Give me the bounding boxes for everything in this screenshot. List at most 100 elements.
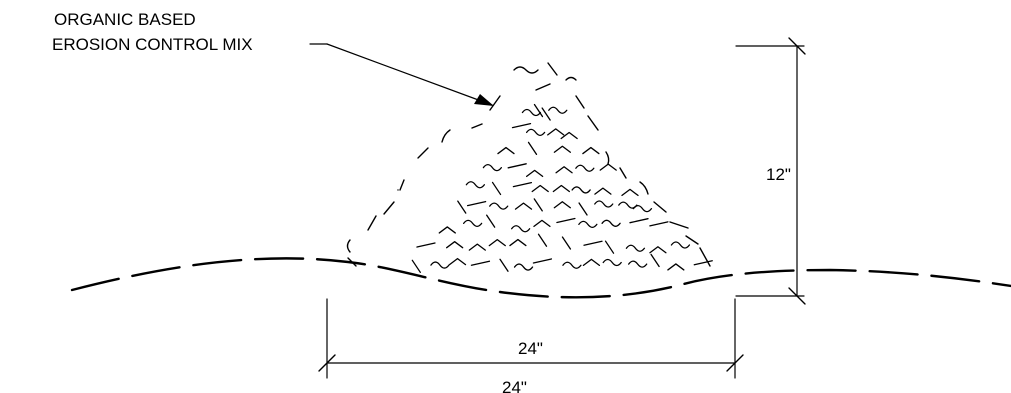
width-label-repeat: 24"	[502, 378, 527, 393]
berm-fill-mark	[599, 163, 617, 171]
berm-outline-stroke	[699, 247, 711, 267]
berm-fill-mark	[575, 164, 595, 172]
berm-outline-stroke	[489, 95, 501, 111]
berm-fill-mark	[499, 258, 509, 272]
berm-fill-mark	[512, 181, 533, 188]
berm-fill-mark	[488, 238, 506, 247]
berm-fill-mark	[491, 181, 502, 196]
berm-fill-mark	[632, 205, 653, 213]
berm-fill-mark	[513, 263, 534, 271]
berm-fill-mark	[448, 257, 467, 266]
ground-line	[70, 257, 1011, 299]
height-dimension: 12"	[735, 37, 806, 305]
berm-outline-stroke	[471, 123, 483, 129]
berm-fill-mark	[411, 259, 421, 273]
berm-fill-mark	[468, 243, 486, 251]
berm-fill-mark	[510, 225, 531, 233]
berm-outline-stroke	[575, 95, 585, 109]
berm-outline-stroke	[535, 83, 551, 91]
berm-fill-mark	[578, 220, 598, 229]
berm-fill-mark	[532, 258, 553, 264]
berm-fill-mark	[507, 163, 527, 169]
berm-fill-texture	[411, 103, 713, 273]
berm-fill-mark	[582, 146, 600, 155]
berm-fill-mark	[552, 184, 571, 193]
berm-fill-mark	[470, 260, 491, 266]
berm-outline-stroke	[513, 66, 539, 74]
berm-fill-mark	[489, 202, 509, 210]
berm-fill-mark	[438, 226, 456, 234]
berm-fill-mark	[486, 214, 496, 228]
berm-fill-mark	[553, 145, 572, 153]
berm-fill-mark	[561, 236, 572, 250]
berm-fill-mark	[521, 108, 542, 117]
berm-outline-stroke	[619, 167, 627, 179]
callout-label-line-1: ORGANIC BASED	[54, 10, 196, 29]
leader-arrowhead	[474, 94, 494, 106]
berm-fill-mark	[601, 219, 621, 227]
berm-fill-mark	[533, 198, 543, 212]
berm-outline-stroke	[669, 221, 689, 229]
berm-fill-mark	[649, 221, 669, 227]
berm-outline-stroke	[383, 201, 395, 215]
berm-outline-stroke	[347, 257, 357, 267]
berm-fill-mark	[462, 219, 483, 227]
berm-fill-mark	[555, 166, 573, 174]
berm-fill-mark	[466, 200, 487, 207]
berm-fill-mark	[553, 201, 571, 209]
berm-fill-mark	[548, 106, 568, 114]
berm-outline-stroke	[399, 179, 405, 191]
berm-fill-mark	[649, 246, 667, 254]
berm-fill-mark	[430, 261, 450, 269]
berm-fill-mark	[556, 217, 576, 224]
berm-fill-mark	[621, 188, 639, 197]
berm-fill-mark	[511, 122, 532, 129]
height-tick-bottom	[788, 287, 806, 305]
berm-fill-mark	[541, 107, 551, 121]
berm-outline-stroke	[547, 62, 558, 76]
berm-fill-mark	[604, 240, 615, 254]
berm-fill-mark	[509, 238, 527, 247]
berm-outline-stroke	[417, 147, 429, 159]
callout-label-line-2: EROSION CONTROL MIX	[52, 35, 253, 54]
berm-fill-mark	[594, 200, 614, 208]
berm-fill-mark	[457, 200, 467, 214]
width-dimension: 24" 24"	[318, 298, 744, 393]
berm-outline-stroke	[653, 201, 667, 213]
berm-fill-mark	[625, 244, 646, 252]
berm-outline-stroke	[441, 129, 451, 143]
berm-fill-mark	[446, 241, 464, 249]
berm-fill-mark	[537, 233, 548, 247]
berm-outline-stroke	[367, 215, 377, 231]
berm-outline-stroke	[639, 181, 649, 195]
berm-fill-mark	[693, 260, 713, 266]
berm-fill-mark	[571, 186, 591, 194]
berm-fill-mark	[560, 131, 578, 140]
width-label: 24"	[518, 339, 543, 358]
berm-outline-stroke	[587, 115, 599, 131]
berm-fill-mark	[525, 128, 546, 137]
berm-fill-mark	[416, 242, 436, 248]
berm-fill-mark	[533, 103, 544, 118]
berm-fill-mark	[628, 260, 648, 268]
width-tick-left	[318, 354, 336, 372]
width-tick-right	[726, 354, 744, 372]
berm-fill-mark	[533, 219, 551, 228]
berm-outline-stroke	[346, 239, 351, 253]
berm-fill-mark	[497, 146, 515, 155]
height-label: 12"	[766, 165, 791, 184]
berm-outline-stroke	[685, 235, 699, 245]
berm-fill-mark	[562, 261, 582, 269]
berm-outline-stroke	[565, 76, 577, 81]
berm-fill-mark	[465, 181, 486, 189]
berm-fill-mark	[531, 184, 549, 193]
height-tick-top	[788, 37, 806, 55]
berm-fill-mark	[514, 202, 533, 210]
berm-fill-mark	[525, 169, 544, 178]
erosion-control-mix-berm	[346, 62, 713, 273]
berm-fill-mark	[527, 141, 538, 156]
berm-fill-mark	[583, 240, 603, 246]
berm-fill-mark	[582, 258, 601, 266]
berm-fill-mark	[670, 241, 691, 249]
